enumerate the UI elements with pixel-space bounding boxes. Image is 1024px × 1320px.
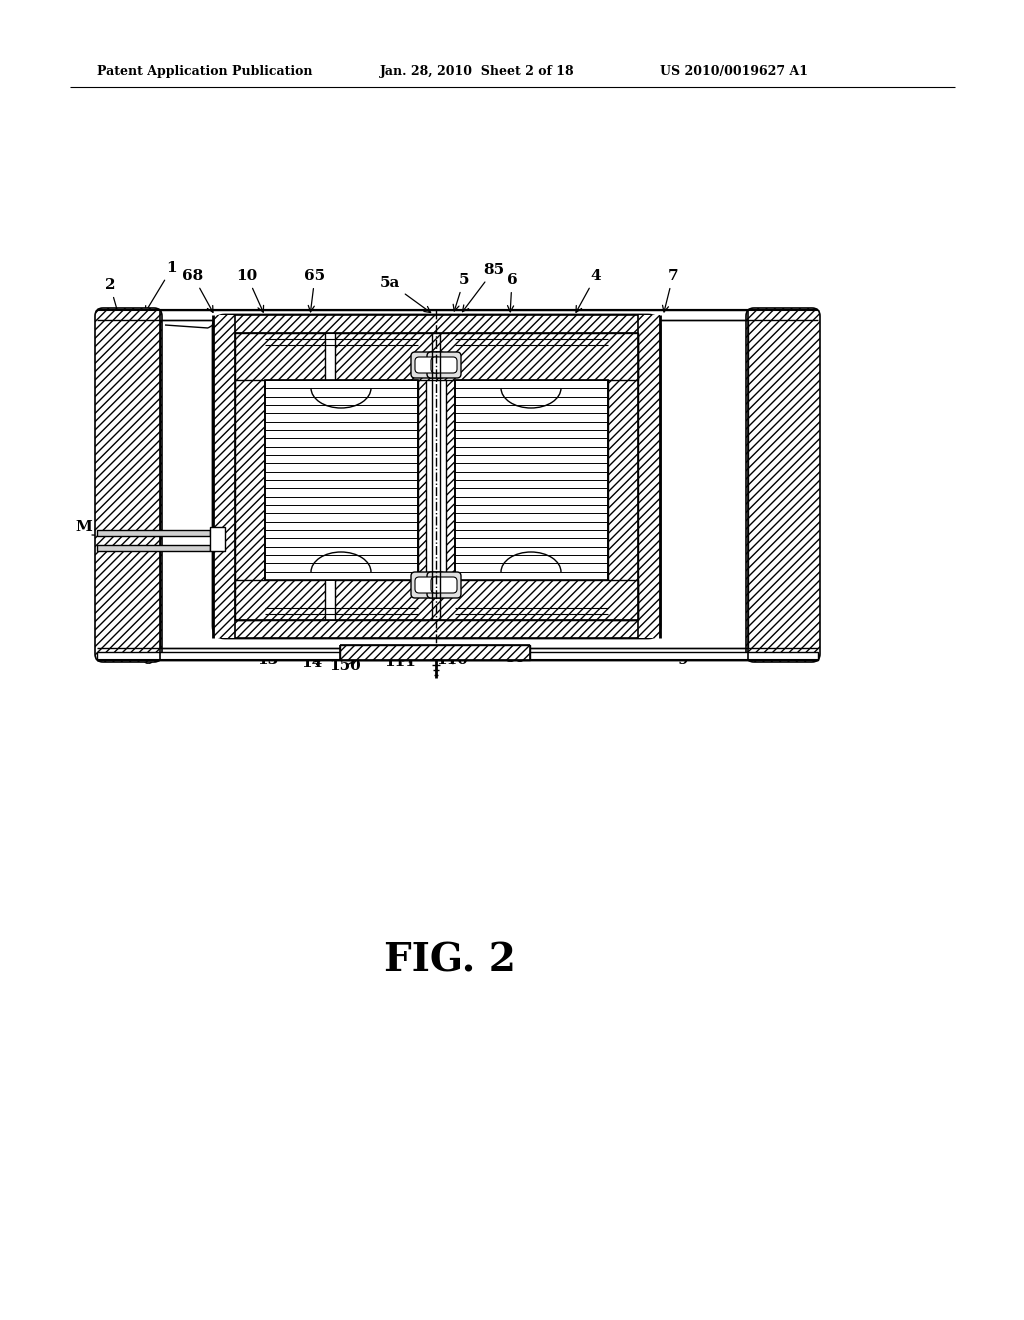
Text: M: M [76,520,98,536]
FancyBboxPatch shape [411,572,445,598]
Bar [97,648,818,660]
Bar [335,333,638,380]
Text: 14: 14 [301,656,323,671]
Text: 150: 150 [329,659,360,673]
Text: 7: 7 [663,269,678,312]
Bar [234,333,265,620]
Text: 111: 111 [384,655,416,669]
Text: 85: 85 [463,263,505,312]
Bar [97,531,210,536]
Bar [234,315,638,333]
Bar [638,315,660,638]
Text: 10: 10 [237,269,263,313]
FancyBboxPatch shape [415,356,441,374]
FancyBboxPatch shape [431,577,457,593]
FancyBboxPatch shape [95,308,162,663]
FancyBboxPatch shape [746,308,820,663]
Text: Jan. 28, 2010  Sheet 2 of 18: Jan. 28, 2010 Sheet 2 of 18 [380,66,574,78]
Text: 4: 4 [577,269,601,313]
Bar [340,645,530,660]
FancyBboxPatch shape [427,572,461,598]
FancyBboxPatch shape [97,310,818,660]
FancyBboxPatch shape [431,356,457,374]
Bar [97,310,818,319]
Bar [213,315,234,638]
Text: 2: 2 [104,279,120,315]
FancyBboxPatch shape [213,315,660,638]
Bar [210,527,225,550]
Bar [97,545,210,550]
Text: 5a: 5a [380,276,431,313]
Bar [265,380,418,579]
FancyBboxPatch shape [411,352,445,378]
FancyBboxPatch shape [415,577,441,593]
Bar [608,333,638,620]
Text: 5: 5 [454,273,469,312]
Text: 1: 1 [145,261,177,313]
Text: Patent Application Publication: Patent Application Publication [97,66,312,78]
Text: 80: 80 [501,651,525,665]
Text: 3: 3 [764,453,796,467]
Bar [335,579,638,620]
Text: FIG. 2: FIG. 2 [384,941,516,979]
Text: 9: 9 [142,653,154,667]
Text: 68: 68 [182,269,213,313]
Text: 13: 13 [257,653,282,667]
Text: US 2010/0019627 A1: US 2010/0019627 A1 [660,66,808,78]
Bar [446,333,455,620]
Bar [418,333,426,620]
Text: 9: 9 [664,652,687,667]
Text: 6: 6 [507,273,517,312]
Bar [234,620,638,638]
Bar [234,579,325,620]
FancyBboxPatch shape [427,352,461,378]
Text: 110: 110 [436,653,468,667]
Bar [455,380,608,579]
Bar [234,333,325,380]
Bar [97,652,818,660]
Text: 65: 65 [304,269,326,312]
